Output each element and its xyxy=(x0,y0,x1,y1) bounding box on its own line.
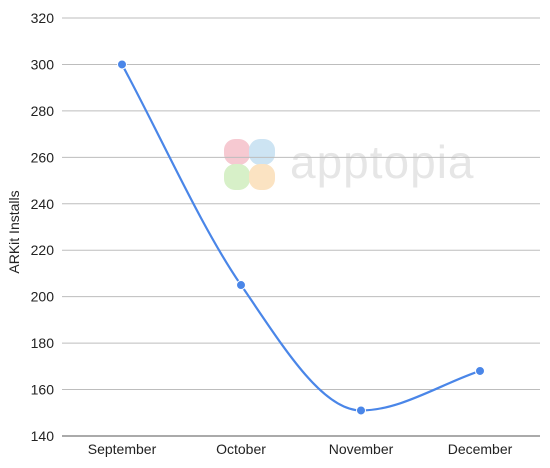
data-point xyxy=(236,280,246,291)
y-axis-ticks: 140 160 180 200 220 240 260 280 300 320 xyxy=(31,10,55,444)
data-points xyxy=(117,59,485,416)
logo-petal xyxy=(224,139,250,165)
series-line xyxy=(121,63,481,412)
y-axis-title: ARKit Installs xyxy=(6,190,22,273)
y-tick-label: 220 xyxy=(31,242,55,258)
data-point xyxy=(356,405,366,416)
x-tick-label: October xyxy=(216,441,266,457)
y-tick-label: 160 xyxy=(31,382,55,398)
logo-petal xyxy=(224,164,250,190)
x-axis-ticks: September October November December xyxy=(88,441,513,457)
y-tick-label: 280 xyxy=(31,103,55,119)
y-tick-label: 260 xyxy=(31,149,55,165)
data-point xyxy=(117,59,127,70)
y-tick-label: 240 xyxy=(31,196,55,212)
y-tick-label: 140 xyxy=(31,428,55,444)
apptopia-watermark: apptopia xyxy=(224,136,475,190)
apptopia-logo-icon xyxy=(224,139,275,190)
y-tick-label: 200 xyxy=(31,289,55,305)
data-point xyxy=(475,365,485,376)
y-tick-label: 320 xyxy=(31,10,55,26)
y-tick-label: 180 xyxy=(31,335,55,351)
x-tick-label: September xyxy=(88,441,157,457)
y-tick-label: 300 xyxy=(31,56,55,72)
gridlines xyxy=(62,17,540,437)
logo-petal xyxy=(249,139,275,165)
logo-petal xyxy=(249,164,275,190)
watermark-text: apptopia xyxy=(290,136,475,188)
x-tick-label: November xyxy=(329,441,394,457)
x-tick-label: December xyxy=(448,441,513,457)
